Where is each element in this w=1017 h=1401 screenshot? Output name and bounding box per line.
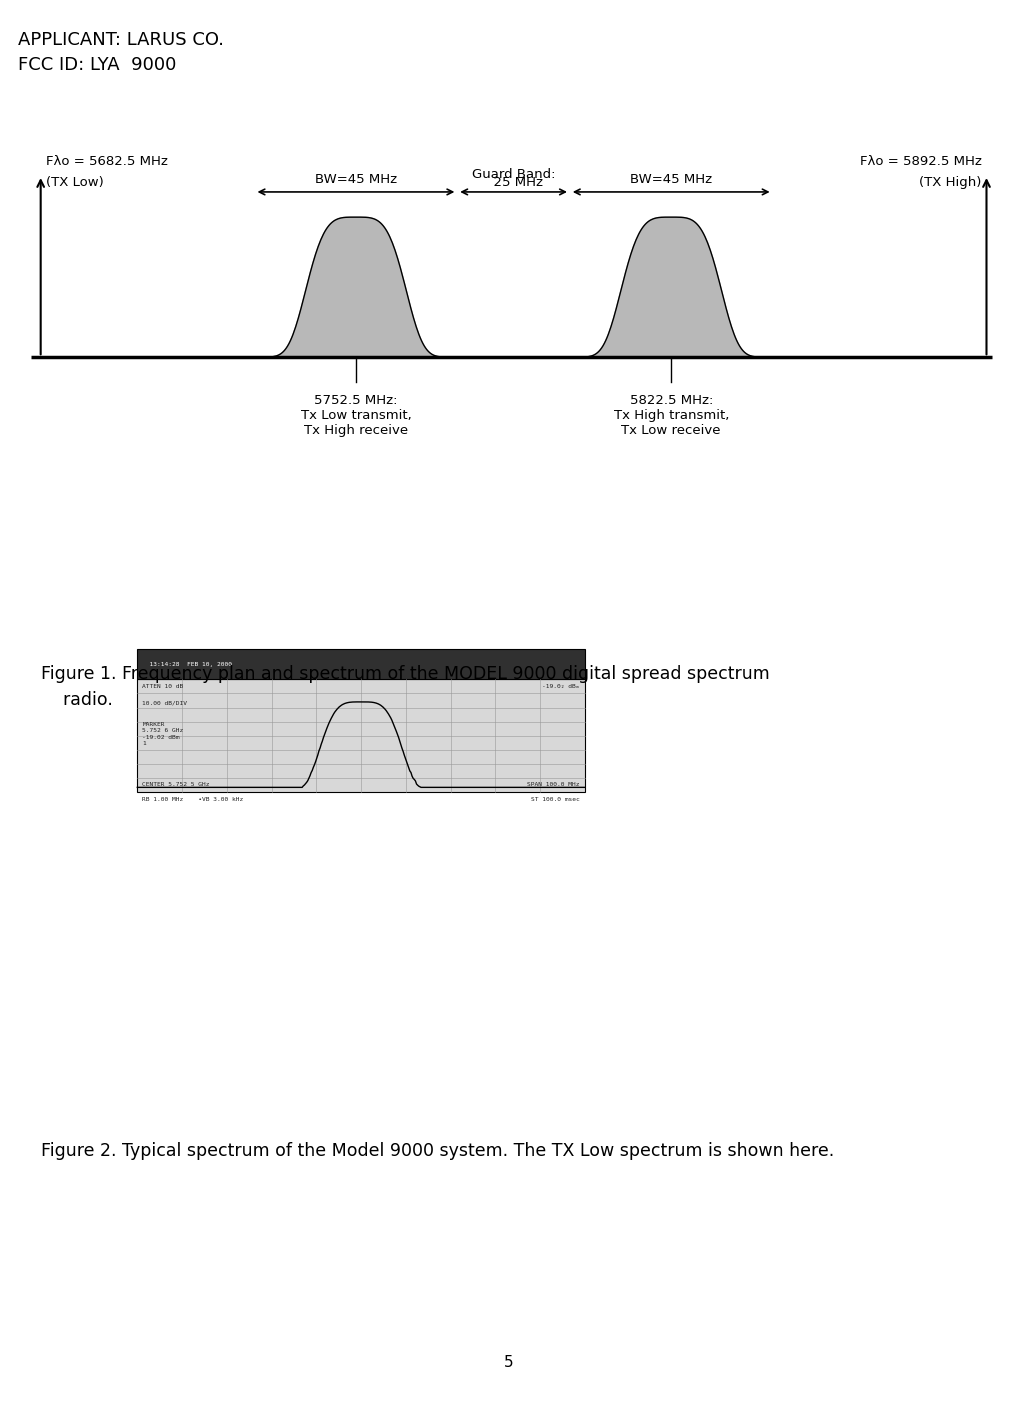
Text: BW=45 MHz: BW=45 MHz [631, 174, 712, 186]
Text: FCC ID: LYA  9000: FCC ID: LYA 9000 [18, 56, 177, 74]
Text: ATTEN 10 dB: ATTEN 10 dB [142, 684, 184, 689]
Text: CENTER 5.752 5 GHz: CENTER 5.752 5 GHz [142, 782, 210, 787]
Text: 25 MHz: 25 MHz [484, 177, 543, 189]
Bar [137, 649, 585, 679]
Text: 5752.5 MHz:
Tx Low transmit,
Tx High receive: 5752.5 MHz: Tx Low transmit, Tx High rec… [301, 394, 411, 437]
Text: BW=45 MHz: BW=45 MHz [315, 174, 397, 186]
Text: 10.00 dB/DIV: 10.00 dB/DIV [142, 700, 187, 706]
Text: Figure 1. Frequency plan and spectrum of the MODEL 9000 digital spread spectrum: Figure 1. Frequency plan and spectrum of… [41, 665, 770, 684]
Text: Fλo = 5892.5 MHz: Fλo = 5892.5 MHz [859, 156, 981, 168]
Text: 13:14:28  FEB 10, 2000: 13:14:28 FEB 10, 2000 [142, 661, 232, 667]
Text: radio.: radio. [41, 691, 113, 709]
Text: Fλo = 5682.5 MHz: Fλo = 5682.5 MHz [46, 156, 168, 168]
Text: (TX Low): (TX Low) [46, 177, 104, 189]
Text: 5822.5 MHz:
Tx High transmit,
Tx Low receive: 5822.5 MHz: Tx High transmit, Tx Low rec… [613, 394, 729, 437]
Text: (TX High): (TX High) [919, 177, 981, 189]
Text: Guard Band:: Guard Band: [472, 168, 555, 181]
Text: 5: 5 [503, 1355, 514, 1370]
Text: ST 100.0 msec: ST 100.0 msec [531, 797, 580, 803]
Bar [137, 679, 585, 792]
Polygon shape [539, 217, 803, 357]
Text: -19.0₂ dBₘ: -19.0₂ dBₘ [542, 684, 580, 689]
Text: SPAN 100.0 MHz: SPAN 100.0 MHz [527, 782, 580, 787]
Text: Figure 2. Typical spectrum of the Model 9000 system. The TX Low spectrum is show: Figure 2. Typical spectrum of the Model … [41, 1142, 834, 1160]
Text: APPLICANT: LARUS CO.: APPLICANT: LARUS CO. [18, 31, 225, 49]
Text: RB 1.00 MHz    •VB 3.00 kHz: RB 1.00 MHz •VB 3.00 kHz [142, 797, 244, 803]
Text: MARKER
5.752 6 GHz
-19.02 dBm
1: MARKER 5.752 6 GHz -19.02 dBm 1 [142, 722, 184, 747]
Polygon shape [224, 217, 488, 357]
